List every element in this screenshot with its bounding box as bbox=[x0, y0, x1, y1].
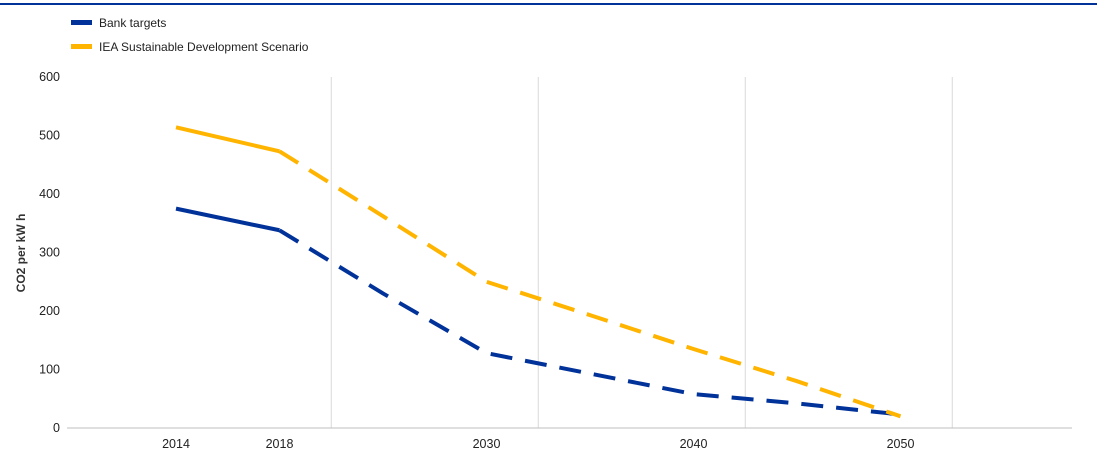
y-tick-label: 500 bbox=[39, 129, 60, 143]
legend-swatch-0 bbox=[71, 20, 92, 25]
y-tick-label: 200 bbox=[39, 304, 60, 318]
y-tick-label: 400 bbox=[39, 187, 60, 201]
legend-swatch-1 bbox=[71, 44, 92, 49]
legend-label-0: Bank targets bbox=[99, 16, 166, 30]
y-tick-label: 0 bbox=[53, 421, 60, 435]
x-tick-label: 2014 bbox=[162, 437, 190, 451]
series-1-solid-line bbox=[175, 125, 280, 154]
x-axis-ticks: 2014 2018 2030 2040 2050 bbox=[162, 437, 914, 451]
x-tick-label: 2050 bbox=[887, 437, 915, 451]
legend: Bank targets IEA Sustainable Development … bbox=[71, 16, 309, 54]
series-lines bbox=[175, 125, 902, 419]
y-axis-ticks: 0 100 200 300 400 500 600 bbox=[39, 70, 60, 435]
gridlines bbox=[67, 77, 1072, 429]
series-0-dashed-line bbox=[278, 228, 901, 417]
series-0-solid-line bbox=[175, 206, 280, 233]
y-tick-label: 600 bbox=[39, 70, 60, 84]
legend-label-1: IEA Sustainable Development Scenario bbox=[99, 40, 309, 54]
y-axis-title: CO2 per kW h bbox=[14, 214, 28, 293]
x-tick-label: 2018 bbox=[266, 437, 294, 451]
x-tick-label: 2040 bbox=[680, 437, 708, 451]
y-tick-label: 100 bbox=[39, 363, 60, 377]
series-1-dashed-line bbox=[278, 149, 902, 419]
top-rule bbox=[0, 3, 1097, 5]
y-tick-label: 300 bbox=[39, 246, 60, 260]
x-tick-label: 2030 bbox=[473, 437, 501, 451]
